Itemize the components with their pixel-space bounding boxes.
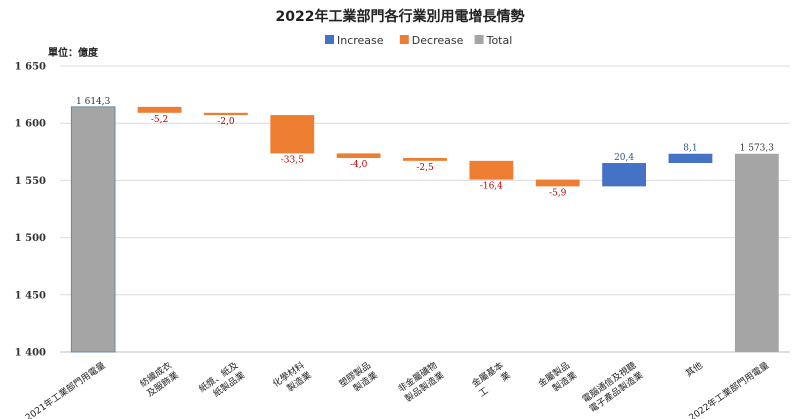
legend: Increase Decrease Total <box>325 34 512 47</box>
data-label: -2,0 <box>217 117 235 127</box>
bar-decrease <box>535 179 580 187</box>
legend-swatch-increase <box>325 35 334 44</box>
category-label: 2021年工業部門用電量 <box>23 359 108 419</box>
bars <box>70 106 779 353</box>
bar-increase <box>668 153 713 164</box>
bar-decrease <box>270 115 315 154</box>
data-labels: 1 614,3 -5,2 -2,0 -33,5 -4,0 -2,5 -16,4 -5,9 20,… <box>76 97 774 199</box>
data-label: -2,5 <box>416 163 434 173</box>
y-tick-label: 1 500 <box>15 233 46 244</box>
bar-increase <box>602 163 646 187</box>
bar-decrease <box>403 157 447 161</box>
bar-total <box>734 153 779 352</box>
category-label-line: 2021年工業部門用電量 <box>23 359 108 419</box>
y-tick-label: 1 400 <box>15 348 46 359</box>
bar-total <box>70 106 116 353</box>
legend-label-increase: Increase <box>337 34 384 47</box>
bar-decrease <box>137 106 182 113</box>
data-label: 1 573,3 <box>740 144 775 154</box>
y-tick-label: 1 650 <box>15 62 46 73</box>
legend-label-total: Total <box>486 34 513 47</box>
legend-swatch-decrease <box>399 35 409 44</box>
y-axis: 1 400 1 450 1 500 1 550 1 600 1 650 <box>15 62 46 359</box>
data-label: -16,4 <box>480 182 503 192</box>
y-tick-label: 1 600 <box>15 119 46 130</box>
legend-label-decrease: Decrease <box>412 34 464 47</box>
unit-label: 單位：億度 <box>48 46 99 59</box>
data-label: 1 614,3 <box>76 97 111 107</box>
bar-decrease <box>336 153 381 158</box>
legend-swatch-total <box>474 35 484 44</box>
data-label: 8,1 <box>683 144 697 154</box>
data-label: -33,5 <box>281 155 304 165</box>
data-label: -5,2 <box>151 115 168 125</box>
y-tick-label: 1 450 <box>15 290 46 301</box>
bar-decrease <box>469 160 514 180</box>
bar-decrease <box>204 112 248 116</box>
data-label: -5,9 <box>549 188 567 198</box>
category-label-line: 其他 <box>683 359 705 379</box>
gridlines <box>60 65 790 353</box>
chart-title: 2022年工業部門各行業別用電增長情勢 <box>276 8 525 25</box>
category-label: 其他 <box>683 359 705 379</box>
data-label: 20,4 <box>614 153 634 163</box>
data-label: -4,0 <box>350 160 368 170</box>
y-tick-label: 1 550 <box>15 176 46 187</box>
